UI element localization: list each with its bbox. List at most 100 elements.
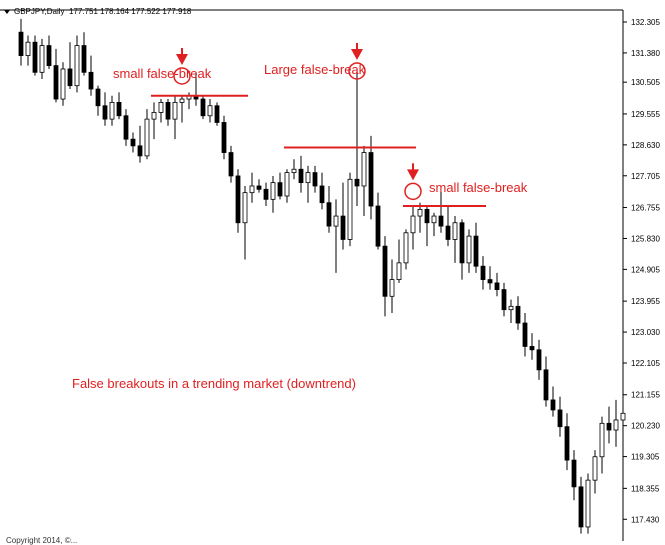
candle-body-13: [109, 101, 115, 120]
candle-body-31: [235, 175, 241, 224]
candle-body-11: [95, 88, 101, 107]
chart-caption: False breakouts in a trending market (do…: [72, 376, 356, 391]
candle-body-9: [81, 45, 87, 73]
candle-body-1: [25, 41, 31, 56]
candle-body-85: [613, 419, 619, 431]
false-break-arrow-icon-2: [407, 169, 419, 181]
candle-body-15: [123, 115, 129, 140]
y-tick-label-12: 121.155: [631, 391, 660, 400]
candle-body-60: [438, 215, 444, 227]
y-tick-label-11: 122.105: [631, 359, 660, 368]
candle-body-5: [53, 65, 59, 100]
y-tick-label-16: 117.430: [631, 515, 660, 524]
candle-body-2: [32, 41, 38, 73]
candle-body-28: [214, 105, 220, 123]
candle-body-27: [207, 105, 213, 117]
candle-body-40: [298, 168, 304, 184]
candle-body-54: [396, 262, 402, 280]
candle-body-4: [46, 45, 52, 67]
y-tick-label-7: 125.830: [631, 234, 660, 243]
candle-body-34: [256, 185, 262, 190]
candle-body-67: [487, 279, 493, 284]
candle-body-50: [368, 152, 374, 207]
candle-body-26: [200, 98, 206, 117]
candle-body-58: [424, 208, 430, 224]
ohlc-readout: 177.751 178.164 177.522 177.918: [69, 7, 192, 16]
symbol-label: GBPJPY,Daily: [14, 7, 65, 16]
candle-body-62: [452, 222, 458, 240]
candle-body-81: [585, 479, 591, 528]
y-tick-label-2: 130.505: [631, 78, 660, 87]
candle-body-70: [508, 305, 514, 311]
candle-body-6: [60, 68, 66, 100]
annotation-large-false-break: Large false-break: [264, 62, 366, 77]
candle-body-80: [578, 486, 584, 528]
candle-body-23: [179, 98, 185, 103]
candle-body-3: [39, 45, 45, 73]
dropdown-triangle-icon[interactable]: [4, 9, 10, 14]
candle-body-69: [501, 289, 507, 311]
candle-body-56: [410, 215, 416, 234]
candle-body-84: [606, 422, 612, 431]
false-break-circle-0: [173, 67, 191, 85]
y-tick-label-4: 128.630: [631, 141, 660, 150]
candle-body-14: [116, 101, 122, 117]
candle-body-35: [263, 188, 269, 200]
candle-body-17: [137, 145, 143, 157]
candle-body-86: [620, 412, 626, 421]
candle-body-29: [221, 122, 227, 153]
y-tick-label-3: 129.555: [631, 110, 660, 119]
candle-body-49: [361, 152, 367, 187]
candle-body-72: [522, 322, 528, 347]
y-tick-label-14: 119.305: [631, 453, 660, 462]
candle-body-77: [557, 409, 563, 428]
candle-body-16: [130, 138, 136, 147]
y-tick-label-8: 124.905: [631, 265, 660, 274]
candle-body-33: [249, 185, 255, 194]
y-tick-label-9: 123.955: [631, 297, 660, 306]
candle-body-79: [571, 459, 577, 488]
candle-body-46: [340, 215, 346, 240]
candle-body-38: [284, 172, 290, 197]
candle-body-0: [18, 31, 24, 56]
false-break-arrow-icon-1: [351, 48, 363, 60]
candle-body-59: [431, 215, 437, 224]
candle-body-83: [599, 422, 605, 458]
annotation-small-false-break-2: small false-break: [429, 180, 528, 195]
candle-body-73: [529, 346, 535, 351]
candle-body-82: [592, 456, 598, 481]
y-tick-label-5: 127.705: [631, 172, 660, 181]
candle-body-44: [326, 202, 332, 227]
candle-body-30: [228, 152, 234, 177]
candle-body-78: [564, 426, 570, 461]
y-tick-label-1: 131.380: [631, 49, 660, 58]
candle-body-47: [347, 178, 353, 240]
annotation-small-false-break-1: small false-break: [113, 66, 212, 81]
candle-body-75: [543, 369, 549, 401]
candle-body-52: [382, 245, 388, 297]
candle-body-18: [144, 118, 150, 157]
candle-body-48: [354, 178, 360, 187]
candle-body-41: [305, 172, 311, 184]
candle-body-65: [473, 235, 479, 267]
candle-body-7: [67, 68, 73, 87]
candle-body-22: [172, 101, 178, 120]
candle-body-8: [74, 45, 80, 87]
candle-body-19: [151, 112, 157, 120]
y-tick-label-13: 120.230: [631, 422, 660, 431]
candle-body-43: [319, 185, 325, 204]
y-tick-label-6: 126.755: [631, 204, 660, 213]
candle-body-57: [417, 208, 423, 217]
candle-body-37: [277, 182, 283, 197]
candle-body-12: [102, 105, 108, 120]
y-tick-label-15: 118.355: [631, 484, 660, 493]
candle-body-42: [312, 172, 318, 187]
candle-body-64: [466, 235, 472, 264]
y-tick-label-0: 132.305: [631, 18, 660, 27]
candle-body-53: [389, 279, 395, 297]
candle-body-21: [165, 101, 171, 120]
candle-body-61: [445, 225, 451, 240]
candle-body-36: [270, 182, 276, 200]
